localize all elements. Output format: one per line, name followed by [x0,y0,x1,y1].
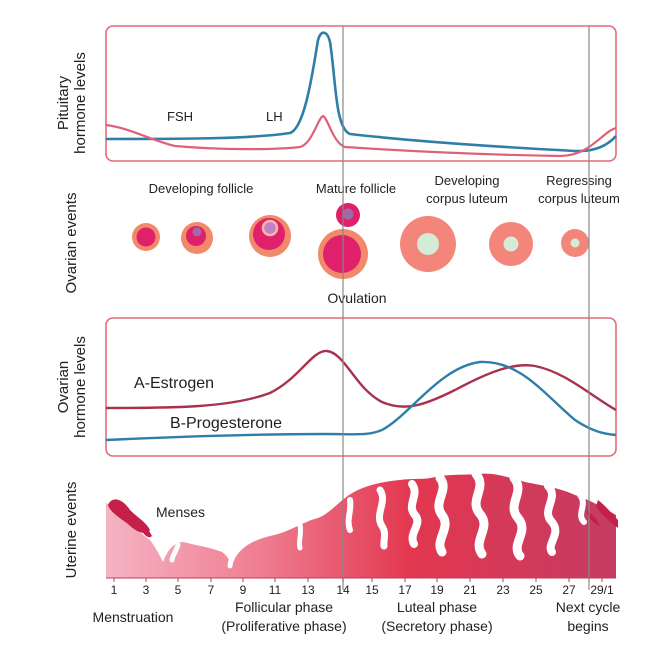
follicle-secondary [181,222,213,254]
day-tick-label: 14 [336,583,350,597]
mature-follicle [318,203,368,279]
pituitary-axis-title-2: hormone levels [72,52,89,154]
corpus-luteum-medium [489,222,533,266]
day-tick-label: 27 [562,583,576,597]
day-tick-label: 21 [463,583,477,597]
ovarian-hormones-frame [105,317,617,457]
menses-label: Menses [156,504,205,520]
fsh-curve [105,114,617,158]
day-tick-labels: 1 3 5 7 9 11 13 14 15 17 19 21 23 25 27 29/1 [111,578,614,597]
lh-label: LH [266,109,283,124]
luteal-phase-label-2: (Secretory phase) [381,618,492,634]
ovarian-hormones-panel: A-Estrogen B-Progesterone [105,317,617,457]
fsh-label: FSH [167,109,193,124]
ovarian-hormones-axis-title-2: hormone levels [72,336,89,438]
day-tick-label: 3 [143,583,150,597]
lh-curve [105,31,617,153]
progesterone-curve [105,360,617,442]
ovarian-events-axis-title: Ovarian events [63,193,80,294]
developing-corpus-luteum-label-1: Developing [434,173,499,188]
day-tick-label: 19 [430,583,444,597]
day-tick-label: 17 [398,583,412,597]
regressing-corpus-luteum-label-1: Regressing [546,173,612,188]
follicle-primary [132,223,160,251]
regressing-corpus-luteum-label-2: corpus luteum [538,191,620,206]
day-tick-label: 11 [269,583,282,597]
day-tick-label: 1 [111,583,118,597]
next-cycle-label-1: Next cycle [556,599,621,615]
endometrial-glands [169,469,587,569]
pituitary-axis-title-1: Pituitary [55,75,72,130]
follicle-antral [249,215,291,257]
day-tick-label: 9 [240,583,247,597]
uterine-axis-title: Uterine events [63,482,80,579]
day-tick-label: 23 [496,583,510,597]
ovulation-label: Ovulation [327,290,386,306]
ovarian-events-panel: Developing follicle Mature follicle Deve… [132,173,620,306]
day-tick-label: 29/1 [590,583,614,597]
developing-follicle-label: Developing follicle [149,181,254,196]
developing-corpus-luteum-label-2: corpus luteum [426,191,508,206]
menstruation-label: Menstruation [93,609,174,625]
progesterone-label: B-Progesterone [170,415,282,432]
pituitary-frame [105,25,617,162]
estrogen-label: A-Estrogen [134,375,214,392]
day-tick-label: 15 [365,583,379,597]
follicular-phase-label-2: (Proliferative phase) [221,618,346,634]
day-tick-label: 7 [208,583,215,597]
corpus-luteum-large [400,216,456,272]
phase-labels: Menstruation Follicular phase (Prolifera… [93,599,621,634]
ovarian-hormones-axis-title-1: Ovarian [55,361,72,414]
mature-follicle-label: Mature follicle [316,181,396,196]
day-tick-label: 5 [175,583,182,597]
endometrium [106,473,616,578]
follicular-phase-label-1: Follicular phase [235,599,333,615]
day-tick-label: 25 [529,583,543,597]
day-tick-label: 13 [301,583,315,597]
estrogen-curve [105,349,617,412]
next-cycle-label-2: begins [567,618,608,634]
pituitary-panel: FSH LH [105,25,617,162]
corpus-luteum-regressing [561,229,589,257]
uterine-panel: Menses [106,469,618,578]
day-axis: 1 3 5 7 9 11 13 14 15 17 19 21 23 25 27 29/1 [106,577,616,597]
luteal-phase-label-1: Luteal phase [397,599,477,615]
